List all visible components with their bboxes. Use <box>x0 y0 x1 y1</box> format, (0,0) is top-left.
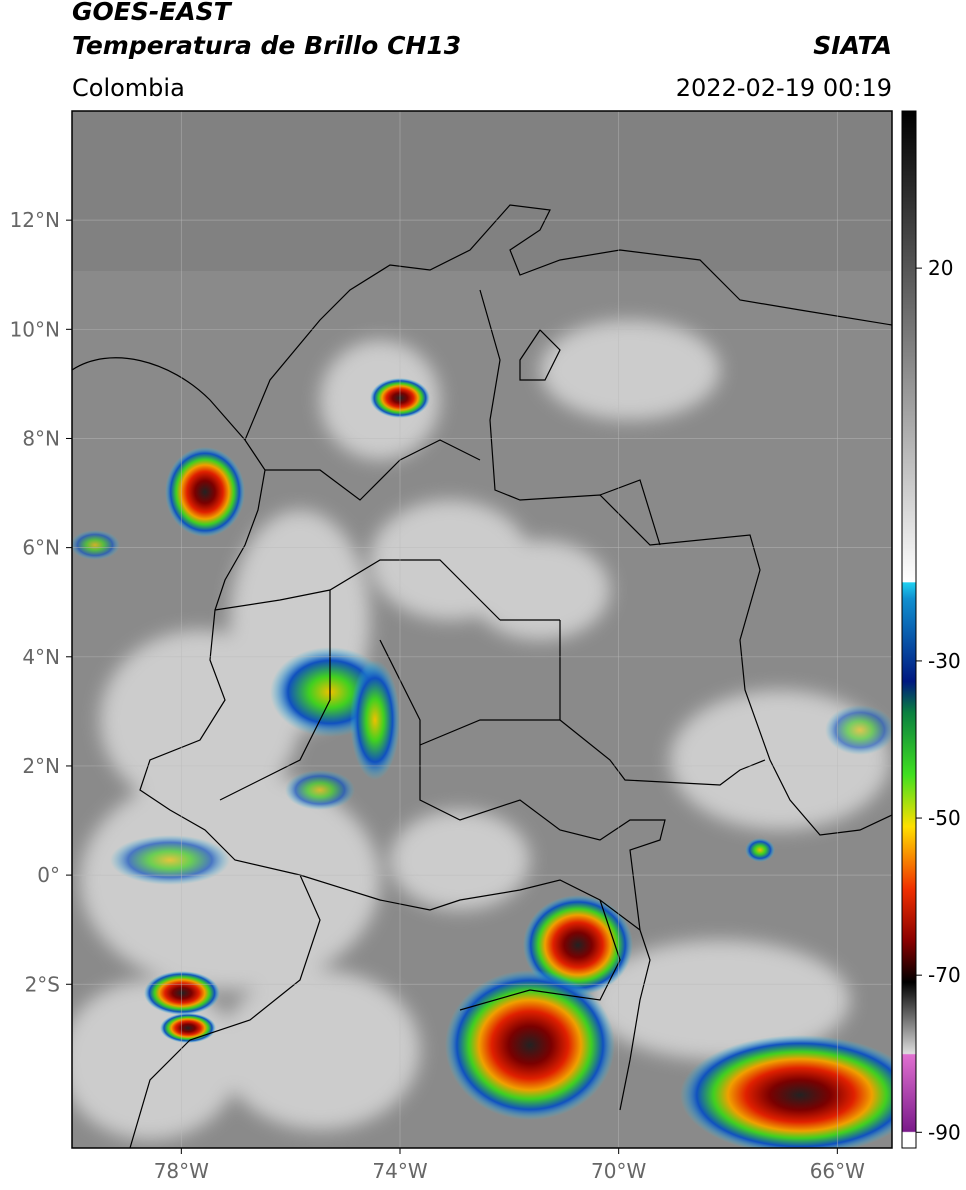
colorbar-tick-label: -50 <box>928 806 961 830</box>
lon-tick-label: 70°W <box>591 1159 646 1183</box>
lat-tick-label: 2°N <box>22 754 60 778</box>
lon-tick-label: 78°W <box>154 1159 209 1183</box>
lon-tick-label: 66°W <box>810 1159 865 1183</box>
lat-tick-label: 10°N <box>10 317 60 341</box>
lat-tick-label: 8°N <box>22 426 60 450</box>
colorbar <box>901 110 917 1149</box>
lat-tick-label: 12°N <box>10 208 60 232</box>
colorbar-tick-label: 20 <box>928 256 953 280</box>
grid <box>72 111 892 1148</box>
lat-tick-label: 0° <box>37 863 60 887</box>
lat-tick-label: 2°S <box>25 972 60 996</box>
lat-tick-label: 6°N <box>22 536 60 560</box>
subtitle: Temperatura de Brillo CH13 <box>72 31 461 60</box>
region: Colombia <box>72 74 185 102</box>
clouds <box>72 320 890 1140</box>
lat-tick-label: 4°N <box>22 645 60 669</box>
colorbar-tick-label: -70 <box>928 963 961 987</box>
datetime: 2022-02-19 00:19 <box>676 74 892 102</box>
satellite-image <box>72 111 892 1148</box>
map-frame <box>71 110 893 1149</box>
colorbar-tick-label: -90 <box>928 1120 961 1144</box>
title: GOES-EAST <box>72 0 233 26</box>
lon-tick-label: 74°W <box>372 1159 427 1183</box>
colorbar-tick-label: -30 <box>928 649 961 673</box>
source: SIATA <box>813 31 892 60</box>
convection <box>72 378 892 1148</box>
